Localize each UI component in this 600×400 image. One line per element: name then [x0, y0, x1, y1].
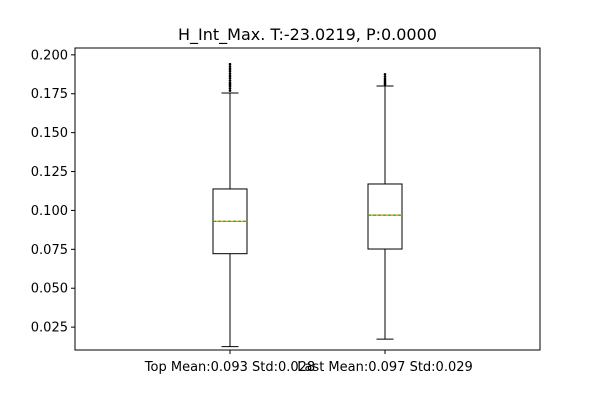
- box-group: [212, 62, 248, 348]
- plot-content: [212, 62, 403, 348]
- y-tick-label: 0.125: [31, 165, 68, 180]
- x-tick-label: Last Mean:0.097 Std:0.029: [297, 360, 473, 375]
- outlier-point: [228, 81, 232, 85]
- outlier-point: [228, 79, 232, 82]
- y-tick-label: 0.150: [31, 126, 68, 141]
- outlier-point: [228, 67, 232, 71]
- outlier-point: [383, 81, 387, 85]
- outlier-point: [383, 75, 387, 78]
- outlier-point: [228, 86, 232, 90]
- y-axis: 0.025 0.050 0.075 0.100 0.125 0.150 0.175 0.200: [31, 48, 75, 336]
- outlier-point: [228, 74, 232, 78]
- outlier-point: [228, 62, 232, 66]
- y-tick-label: 0.025: [31, 321, 68, 336]
- outlier-point: [228, 72, 232, 75]
- outlier-point: [228, 65, 232, 68]
- y-tick-label: 0.100: [31, 204, 68, 219]
- x-tick-label: Top Mean:0.093 Std:0.028: [144, 360, 315, 375]
- box-group: [367, 72, 403, 340]
- y-tick-label: 0.175: [31, 87, 68, 102]
- outlier-point: [228, 69, 232, 73]
- axes-frame: [74, 47, 541, 351]
- y-tick-label: 0.200: [31, 48, 68, 63]
- outlier-point: [228, 89, 232, 92]
- box-iqr: [367, 183, 403, 250]
- chart-title: H_Int_Max. T:-23.0219, P:0.0000: [178, 25, 437, 45]
- outlier-point: [383, 79, 387, 83]
- outlier-point: [383, 77, 387, 81]
- y-tick-label: 0.075: [31, 243, 68, 258]
- outlier-point: [383, 72, 387, 76]
- outlier-point: [228, 76, 232, 80]
- y-tick-label: 0.050: [31, 282, 68, 297]
